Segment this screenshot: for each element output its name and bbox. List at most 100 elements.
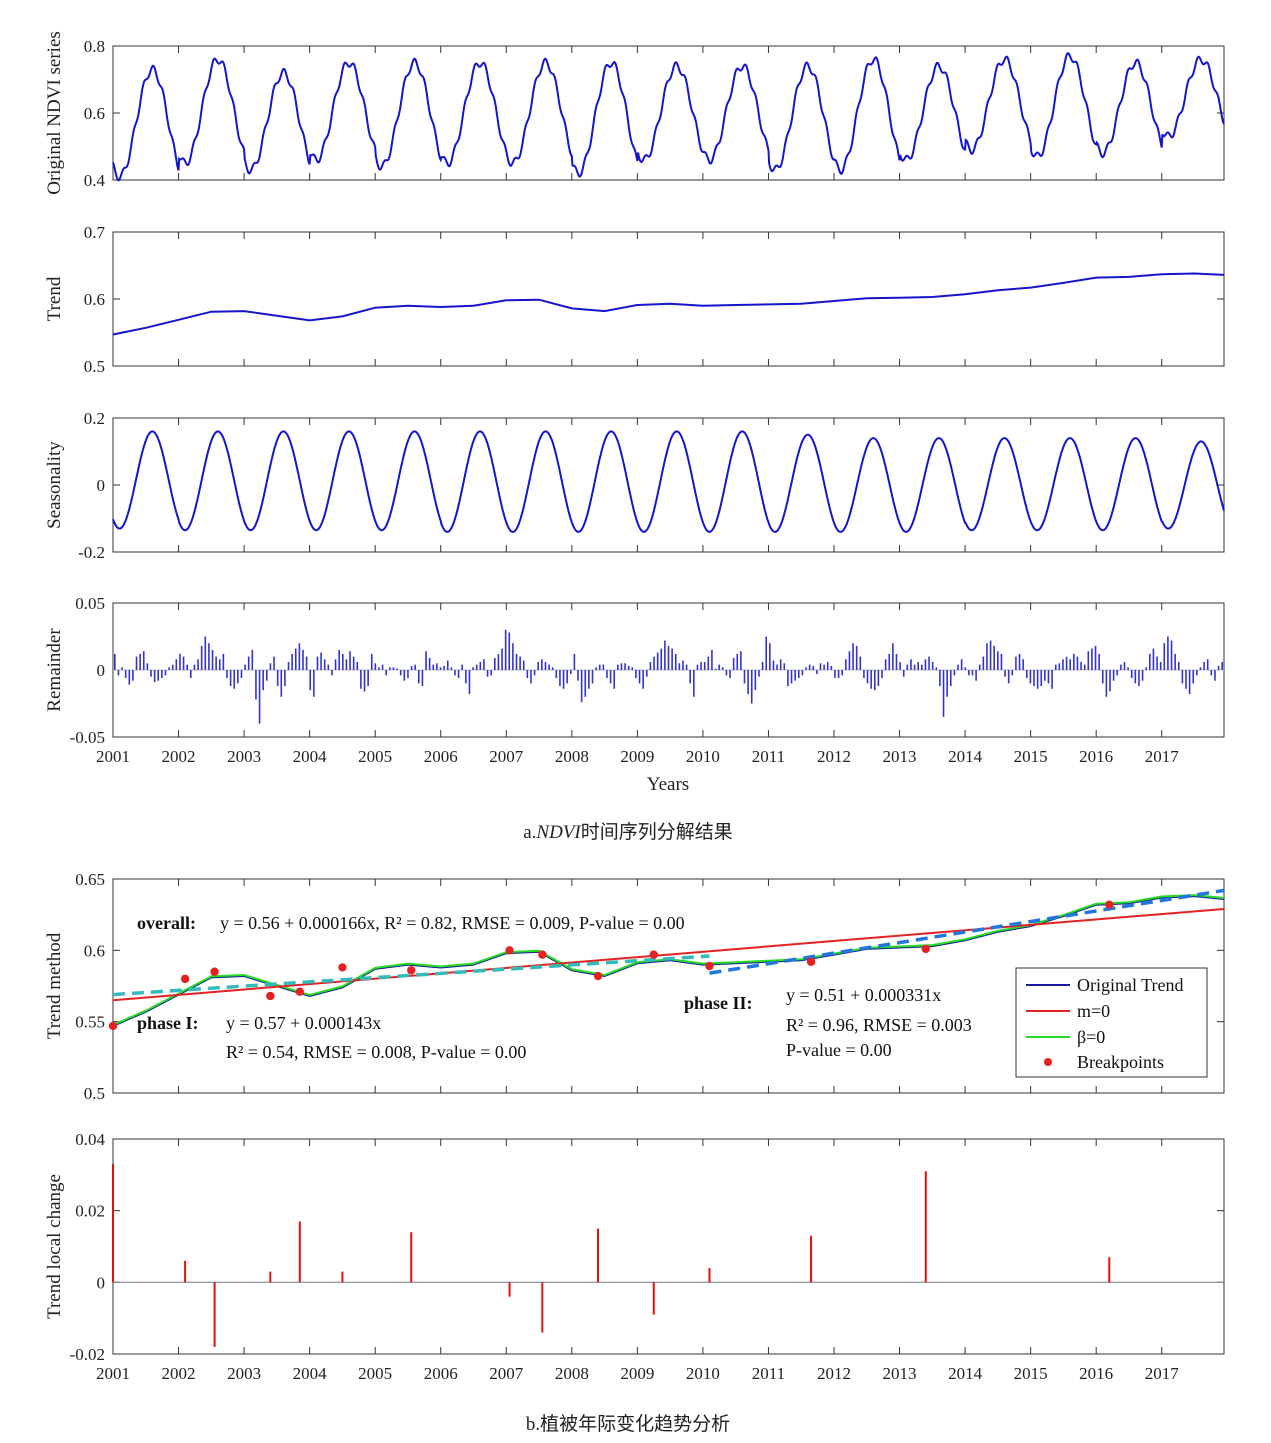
breakpoint-marker bbox=[180, 974, 190, 984]
y-axis-label: Trend method bbox=[44, 932, 65, 1039]
x-tick-label: 2002 bbox=[162, 747, 196, 766]
breakpoint-marker bbox=[338, 963, 347, 972]
legend-swatch-breakpoints bbox=[1044, 1058, 1052, 1066]
legend-label-breakpoints: Breakpoints bbox=[1077, 1052, 1164, 1072]
panel-original-ndvi: 0.4 0.6 0.8 Original NDVI series bbox=[44, 31, 1225, 195]
y-tick-label: -0.2 bbox=[78, 543, 105, 562]
x-tick-label: 2003 bbox=[227, 1364, 261, 1383]
legend-label-original-trend: Original Trend bbox=[1077, 975, 1184, 995]
breakpoint-marker bbox=[210, 967, 219, 976]
y-tick-label: -0.02 bbox=[70, 1345, 105, 1364]
breakpoint-marker bbox=[593, 971, 603, 981]
plot-frame bbox=[112, 878, 1225, 1094]
panel-seasonality: -0.2 0 0.2 Seasonality bbox=[44, 409, 1225, 562]
overall-equation: y = 0.56 + 0.000166x, R² = 0.82, RMSE = … bbox=[220, 913, 685, 933]
x-tick-label: 2007 bbox=[489, 747, 524, 766]
breakpoint-marker bbox=[407, 966, 416, 975]
legend-label-m0: m=0 bbox=[1077, 1001, 1110, 1021]
y-tick-label: 0.6 bbox=[84, 941, 105, 960]
panel-trend-local-change: -0.02 0 0.02 0.04 2001 2002 2003 2004 2005 2006 20… bbox=[44, 1130, 1225, 1383]
y-axis-label: Seasonality bbox=[44, 441, 65, 529]
x-tick-label: 2001 bbox=[96, 1364, 130, 1383]
x-tick-label: 2004 bbox=[293, 747, 328, 766]
breakpoint-marker bbox=[108, 1021, 118, 1031]
series-line-m0 bbox=[112, 907, 1225, 1002]
breakpoint-marker bbox=[505, 946, 514, 955]
overall-label: overall: bbox=[137, 913, 196, 933]
phase2-pvalue: P-value = 0.00 bbox=[786, 1040, 892, 1060]
panel-trend: 0.5 0.6 0.7 Trend bbox=[44, 223, 1225, 376]
x-tick-label: 2003 bbox=[227, 747, 261, 766]
x-tick-label: 2002 bbox=[162, 1364, 196, 1383]
x-axis-label-years: Years bbox=[647, 774, 689, 795]
series-line-trend bbox=[112, 272, 1225, 336]
x-tick-label: 2011 bbox=[752, 747, 785, 766]
y-tick-label: 0.8 bbox=[84, 37, 105, 56]
x-tick-label: 2016 bbox=[1079, 747, 1113, 766]
breakpoint-marker bbox=[705, 961, 714, 971]
x-tick-label: 2010 bbox=[686, 747, 720, 766]
y-tick-label: 0.6 bbox=[84, 104, 105, 123]
y-tick-label: 0.2 bbox=[84, 409, 105, 428]
phase1-fit-line bbox=[112, 954, 710, 997]
x-tick-label: 2015 bbox=[1014, 1364, 1048, 1383]
y-tick-label: 0.55 bbox=[75, 1013, 105, 1032]
breakpoint-marker bbox=[649, 950, 658, 959]
plot-frame bbox=[112, 45, 1225, 181]
x-tick-label: 2013 bbox=[883, 747, 917, 766]
x-tick-label: 2005 bbox=[358, 747, 392, 766]
phase1-equation: y = 0.57 + 0.000143x bbox=[226, 1013, 381, 1033]
x-tick-label: 2007 bbox=[489, 1364, 524, 1383]
breakpoint-marker bbox=[806, 957, 816, 966]
y-axis-label: Remainder bbox=[44, 628, 65, 712]
y-tick-label: 0.5 bbox=[84, 357, 105, 376]
x-tick-label: 2006 bbox=[424, 1364, 458, 1383]
series-line-ndvi bbox=[112, 52, 1225, 182]
x-tick-label: 2005 bbox=[358, 1364, 392, 1383]
breakpoint-marker bbox=[538, 950, 547, 959]
phase2-label: phase II: bbox=[684, 993, 753, 1013]
breakpoint-marker bbox=[921, 944, 930, 954]
x-tick-label: 2001 bbox=[96, 747, 130, 766]
breakpoint-marker bbox=[266, 991, 275, 1001]
breakpoint-marker bbox=[295, 987, 305, 996]
y-tick-label: 0.04 bbox=[75, 1130, 105, 1149]
x-tick-label: 2017 bbox=[1145, 1364, 1180, 1383]
x-tick-label: 2015 bbox=[1014, 747, 1048, 766]
x-tick-label: 2006 bbox=[424, 747, 458, 766]
x-tick-label: 2013 bbox=[883, 1364, 917, 1383]
caption-b: b.植被年际变化趋势分析 bbox=[526, 1413, 730, 1435]
x-tick-label: 2014 bbox=[948, 747, 983, 766]
y-tick-label: 0.02 bbox=[75, 1202, 105, 1221]
x-tick-label: 2014 bbox=[948, 1364, 983, 1383]
y-tick-label: 0.65 bbox=[75, 870, 105, 889]
panel-trend-method: 0.5 0.55 0.6 0.65 Trend method bbox=[44, 870, 1225, 1103]
caption-a: a.NDVI时间序列分解结果 bbox=[523, 821, 733, 843]
plot-frame bbox=[112, 231, 1225, 367]
y-tick-label: 0.5 bbox=[84, 1084, 105, 1103]
y-axis-label: Trend local change bbox=[44, 1174, 65, 1319]
x-tick-label: 2010 bbox=[686, 1364, 720, 1383]
y-tick-label: 0.7 bbox=[84, 223, 106, 242]
x-tick-label: 2012 bbox=[817, 747, 851, 766]
x-tick-label: 2012 bbox=[817, 1364, 851, 1383]
x-tick-label: 2016 bbox=[1079, 1364, 1113, 1383]
phase2-fit-line bbox=[709, 888, 1225, 975]
y-tick-label: 0.6 bbox=[84, 290, 105, 309]
y-axis-label: Trend bbox=[44, 276, 65, 321]
x-tick-label: 2011 bbox=[752, 1364, 785, 1383]
x-tick-label: 2009 bbox=[620, 1364, 654, 1383]
x-tick-label: 2009 bbox=[620, 747, 654, 766]
x-tick-label: 2004 bbox=[293, 1364, 328, 1383]
x-tick-label: 2017 bbox=[1145, 747, 1180, 766]
legend-label-beta0: β=0 bbox=[1077, 1027, 1105, 1047]
x-tick-label: 2008 bbox=[555, 1364, 589, 1383]
y-tick-label: 0 bbox=[97, 1273, 106, 1292]
plot-frame bbox=[112, 417, 1225, 553]
phase2-equation: y = 0.51 + 0.000331x bbox=[786, 985, 941, 1005]
y-tick-label: 0.4 bbox=[84, 171, 106, 190]
series-line-seasonality bbox=[112, 430, 1225, 533]
y-tick-label: 0 bbox=[97, 476, 106, 495]
y-tick-label: 0 bbox=[97, 661, 106, 680]
